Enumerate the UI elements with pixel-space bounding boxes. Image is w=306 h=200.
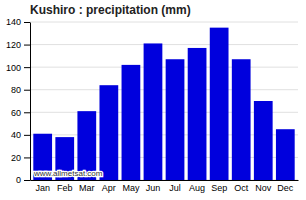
y-tick: 120 [6,40,30,50]
x-tick-label: Apr [102,183,116,193]
y-tick-mark [24,112,30,113]
y-tick-mark [24,135,30,136]
x-tick-label: Oct [234,183,249,193]
chart: 0 20 40 60 80 100 120 140 Jan Feb Mar Apr May Jun Jul A… [0,0,306,200]
y-tick-label: 80 [11,85,21,95]
y-tick-mark [24,180,30,181]
bars [33,28,294,180]
bar [210,28,229,180]
y-tick: 0 [16,175,30,185]
x-tick: Oct [234,183,249,193]
y-tick-label: 60 [11,108,21,118]
x-tick-label: May [122,183,140,193]
grid [30,22,298,180]
y-tick-mark [24,157,30,158]
x-tick: Aug [189,183,205,193]
bar [122,65,141,180]
bar [99,85,118,180]
x-axis-line [31,180,299,181]
y-axis: 0 20 40 60 80 100 120 140 [6,17,31,185]
y-tick: 80 [11,85,30,95]
x-tick: May [122,183,140,193]
x-tick: Jan [35,183,50,193]
grid-line [30,89,298,90]
x-tick-label: Mar [79,183,95,193]
bar [232,59,251,180]
x-tick: Sep [211,183,227,193]
x-tick: Apr [102,183,116,193]
y-tick-mark [24,22,30,23]
y-tick-label: 0 [16,175,21,185]
x-tick-label: Dec [277,183,294,193]
y-tick: 20 [11,153,30,163]
grid-line [30,22,298,23]
x-tick-label: Aug [189,183,205,193]
x-tick: Feb [57,183,73,193]
x-tick-label: Jul [169,183,181,193]
y-tick: 60 [11,108,30,118]
bar [276,129,295,180]
y-tick-label: 120 [6,40,21,50]
grid-line [30,67,298,68]
x-tick-label: Sep [211,183,227,193]
y-tick-label: 20 [11,153,21,163]
y-tick-mark [24,90,30,91]
y-tick-label: 100 [6,63,21,73]
x-tick: Jun [146,183,161,193]
x-axis: Jan Feb Mar Apr May Jun Jul Aug Sep Oct Nov Dec [31,181,299,194]
y-tick-label: 140 [6,17,21,27]
y-tick-mark [24,67,30,68]
bar [254,101,273,180]
x-tick: Jul [169,183,181,193]
y-tick-mark [24,45,30,46]
y-tick: 100 [6,63,30,73]
watermark: www.allmetsat.com [33,169,103,178]
y-tick: 40 [11,130,30,140]
x-tick-label: Jun [146,183,161,193]
y-axis-line [30,23,31,181]
bar [166,59,185,180]
title: Kushiro : precipitation (mm) [30,3,191,17]
grid-line [30,44,298,45]
annotations: www.allmetsat.com [33,169,103,178]
x-tick-label: Jan [35,183,50,193]
x-tick: Nov [255,183,272,193]
bar [188,48,207,180]
x-tick-label: Nov [255,183,272,193]
y-tick-label: 40 [11,130,21,140]
x-tick-label: Feb [57,183,73,193]
x-tick: Mar [79,183,95,193]
bar [144,43,163,180]
y-tick: 140 [6,17,30,27]
x-tick: Dec [277,183,294,193]
